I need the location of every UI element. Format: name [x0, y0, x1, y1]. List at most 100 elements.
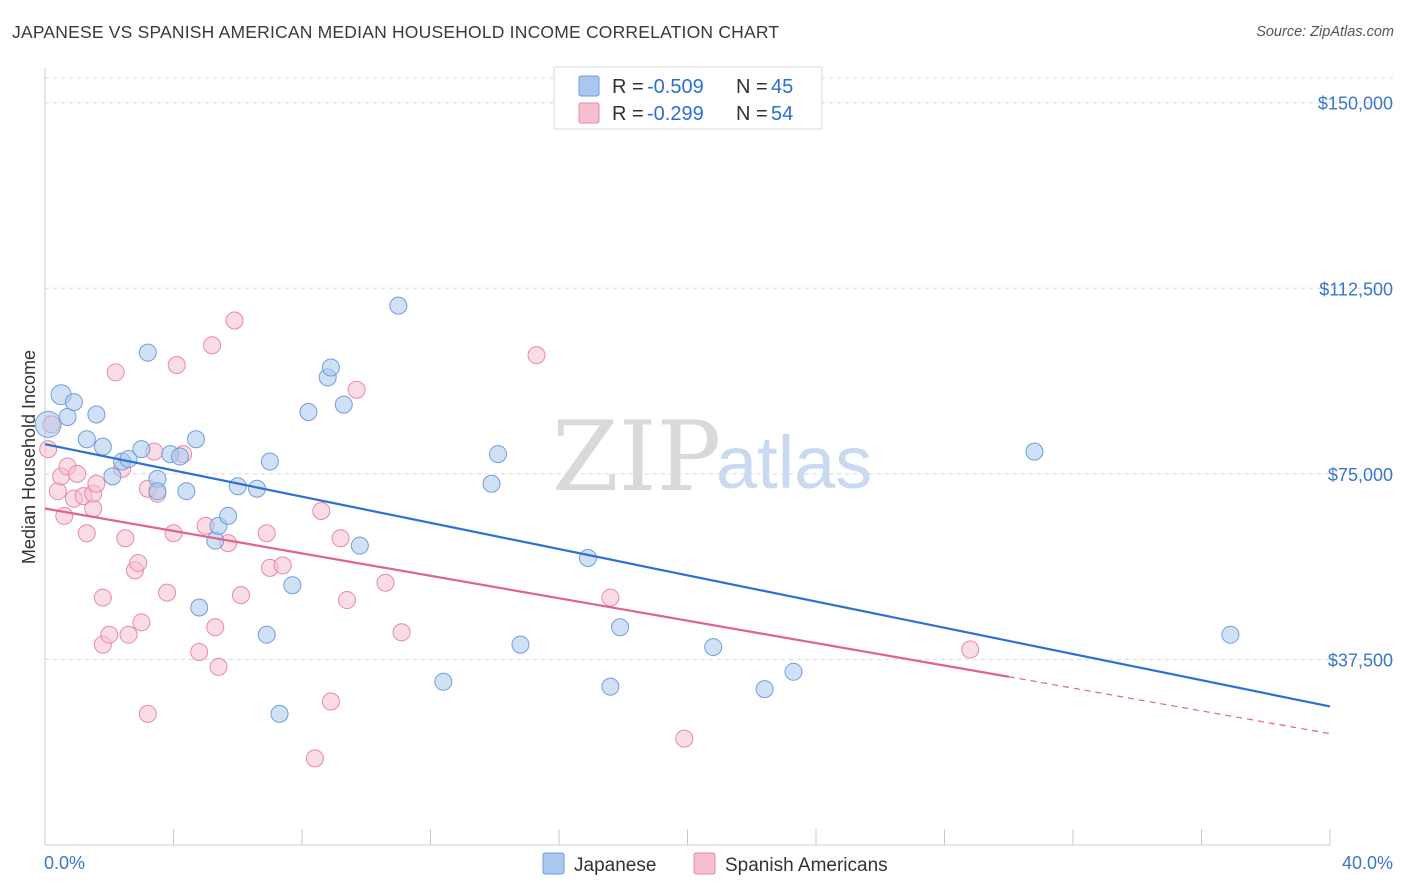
legend-n-label: N = [736, 76, 768, 98]
data-point-spanish-americans [347, 380, 366, 399]
bottom-legend-label-spanish-americans: Spanish Americans [725, 855, 888, 876]
data-point-japanese [334, 395, 353, 414]
bottom-legend-label-japanese: Japanese [574, 855, 656, 876]
data-point-spanish-americans [106, 363, 125, 382]
data-point-spanish-americans [527, 346, 546, 365]
data-point-japanese [219, 506, 238, 525]
bottom-legend-swatch-japanese [542, 852, 565, 875]
data-point-spanish-americans [167, 356, 186, 375]
data-point-spanish-americans [601, 588, 620, 607]
data-point-spanish-americans [206, 618, 225, 637]
data-point-japanese [138, 343, 157, 362]
data-point-japanese [1025, 442, 1044, 461]
x-tick-label: 40.0% [1342, 853, 1393, 873]
trend-line-spanish-americans [44, 507, 1009, 678]
data-point-japanese [578, 548, 597, 567]
data-point-japanese [755, 680, 774, 699]
y-tick-labels: $37,500 $75,000 $112,500 $150,000 [1318, 94, 1393, 671]
y-tick-label: $37,500 [1328, 650, 1393, 670]
data-point-spanish-americans [225, 311, 244, 330]
watermark-zip: ZIP [552, 401, 721, 513]
data-point-spanish-americans [138, 704, 157, 723]
data-point-spanish-americans [39, 440, 58, 459]
data-point-spanish-americans [203, 336, 222, 355]
data-point-japanese [170, 447, 189, 466]
data-point-japanese [260, 452, 279, 471]
data-point-japanese [601, 677, 620, 696]
trend-line-spanish-americans-extension [1008, 676, 1331, 735]
data-point-spanish-americans [392, 623, 411, 642]
data-point-japanese [270, 704, 289, 723]
series-legend: Japanese Spanish Americans [542, 852, 888, 876]
series-japanese [34, 296, 1240, 723]
data-point-japanese [482, 474, 501, 493]
data-point-spanish-americans [164, 524, 183, 543]
data-point-japanese [206, 531, 225, 550]
y-tick-label: $75,000 [1328, 465, 1393, 485]
data-point-japanese [389, 296, 408, 315]
data-point-spanish-americans [116, 529, 135, 548]
data-point-japanese [228, 477, 247, 496]
data-point-japanese [58, 407, 77, 426]
data-point-spanish-americans [209, 657, 228, 676]
data-point-japanese [784, 662, 803, 681]
data-point-japanese [704, 638, 723, 657]
trend-line-japanese [44, 443, 1331, 708]
data-point-japanese [87, 405, 106, 424]
data-point-spanish-americans [337, 591, 356, 610]
chart-title: JAPANESE VS SPANISH AMERICAN MEDIAN HOUS… [12, 22, 780, 42]
y-tick-label: $150,000 [1318, 94, 1393, 114]
data-point-japanese [34, 410, 62, 438]
grid-lines [45, 77, 1395, 660]
x-tick-label: 0.0% [44, 853, 85, 873]
source-note: Source: ZipAtlas.com [1256, 24, 1394, 40]
y-tick-label: $112,500 [1319, 279, 1393, 299]
data-point-spanish-americans [312, 501, 331, 520]
data-point-spanish-americans [273, 556, 292, 575]
data-point-spanish-americans [376, 573, 395, 592]
data-point-japanese [257, 625, 276, 644]
data-point-spanish-americans [68, 464, 87, 483]
data-point-spanish-americans [190, 643, 209, 662]
trend-lines [44, 443, 1331, 735]
data-point-japanese [177, 482, 196, 501]
legend-n-value: 54 [771, 103, 793, 125]
data-point-spanish-americans [331, 529, 350, 548]
data-point-japanese [283, 576, 302, 595]
data-point-japanese [64, 393, 83, 412]
legend-r-label: R = [612, 103, 644, 125]
data-point-japanese [321, 358, 340, 377]
legend-n-label: N = [736, 103, 768, 125]
data-point-japanese [77, 430, 96, 449]
data-point-japanese [103, 467, 122, 486]
data-point-japanese [350, 536, 369, 555]
x-tick-labels: 0.0% 40.0% [44, 853, 1393, 873]
data-point-japanese [611, 618, 630, 637]
data-point-spanish-americans [257, 524, 276, 543]
data-point-spanish-americans [231, 586, 250, 605]
data-point-spanish-americans [132, 613, 151, 632]
legend-r-label: R = [612, 76, 644, 98]
data-point-spanish-americans [93, 588, 112, 607]
data-point-spanish-americans [961, 640, 980, 659]
data-point-spanish-americans [48, 482, 67, 501]
legend-swatch-japanese [578, 75, 600, 97]
data-point-spanish-americans [675, 729, 694, 748]
data-point-japanese [299, 403, 318, 422]
data-point-spanish-americans [119, 625, 138, 644]
data-point-japanese [434, 672, 453, 691]
data-point-japanese [93, 437, 112, 456]
data-point-japanese [488, 445, 507, 464]
data-point-japanese [186, 430, 205, 449]
data-point-spanish-americans [77, 524, 96, 543]
legend-n-value: 45 [771, 76, 793, 98]
legend-r-value: -0.299 [647, 103, 704, 125]
data-point-japanese [148, 482, 167, 501]
correlation-legend: R = -0.509 N = 45 R = -0.299 N = 54 [553, 66, 823, 130]
watermark-atlas: atlas [716, 421, 872, 504]
legend-swatch-spanish-americans [578, 102, 600, 124]
data-point-spanish-americans [158, 583, 177, 602]
data-point-japanese [190, 598, 209, 617]
data-point-spanish-americans [305, 749, 324, 768]
